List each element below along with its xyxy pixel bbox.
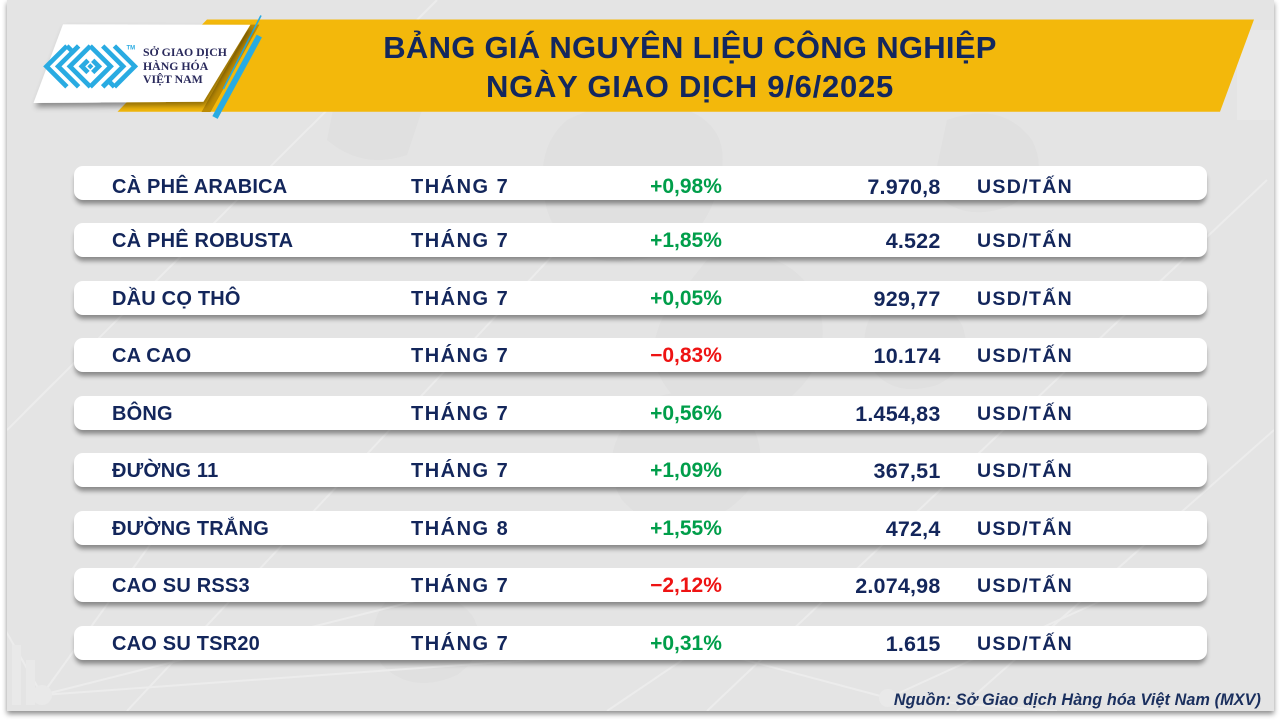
svg-text:TM: TM bbox=[127, 46, 136, 52]
